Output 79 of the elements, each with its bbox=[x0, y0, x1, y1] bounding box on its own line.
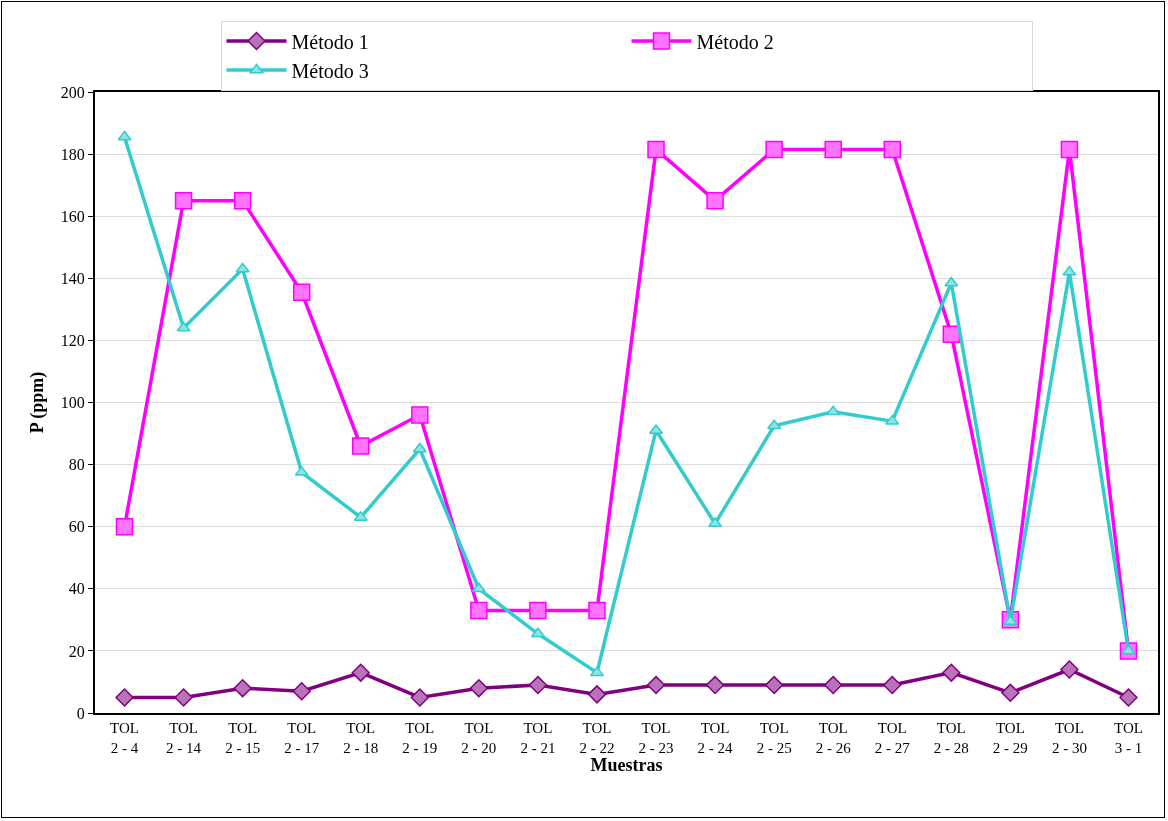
y-tick-label: 120 bbox=[60, 332, 85, 349]
y-tick-label: 80 bbox=[68, 456, 85, 474]
point bbox=[1060, 660, 1079, 679]
point bbox=[764, 675, 784, 695]
y-tick-label: 140 bbox=[60, 269, 85, 287]
legend-label: Método 2 bbox=[696, 30, 774, 53]
point bbox=[706, 191, 724, 210]
x-axis-title: Muestras bbox=[590, 755, 663, 776]
point bbox=[1119, 688, 1138, 707]
point bbox=[647, 140, 665, 159]
x-tick-label: TOL 2 - 30 bbox=[1051, 720, 1087, 756]
point bbox=[352, 437, 370, 455]
point bbox=[885, 414, 900, 425]
legend-label: Método 3 bbox=[291, 59, 369, 82]
x-tick-label: TOL 3 - 1 bbox=[1114, 720, 1143, 756]
point bbox=[587, 685, 607, 704]
point bbox=[767, 419, 782, 430]
point bbox=[233, 678, 252, 698]
point bbox=[471, 582, 486, 593]
point bbox=[233, 191, 252, 210]
point bbox=[1060, 140, 1079, 159]
point bbox=[292, 283, 311, 302]
point bbox=[470, 601, 488, 620]
point bbox=[351, 663, 370, 682]
y-tick-label: 180 bbox=[60, 145, 85, 163]
x-tick-label: TOL 2 - 19 bbox=[402, 720, 438, 756]
point bbox=[176, 321, 191, 332]
point bbox=[826, 405, 841, 416]
point bbox=[117, 130, 132, 141]
point bbox=[469, 678, 489, 698]
x-tick-label: TOL 2 - 29 bbox=[992, 720, 1028, 756]
x-tick-label: TOL 2 - 25 bbox=[756, 720, 792, 756]
point bbox=[410, 688, 430, 707]
point bbox=[1062, 265, 1077, 276]
point bbox=[944, 276, 959, 287]
point bbox=[705, 675, 725, 695]
point bbox=[646, 675, 666, 695]
point bbox=[942, 325, 961, 343]
y-tick-label: 0 bbox=[76, 704, 85, 722]
point bbox=[174, 191, 193, 210]
point bbox=[411, 406, 429, 424]
x-tick-label: TOL 2 - 23 bbox=[638, 720, 674, 756]
point bbox=[115, 688, 134, 707]
y-tick-label: 20 bbox=[68, 642, 85, 660]
x-tick-label: TOL 2 - 14 bbox=[166, 720, 202, 756]
y-axis-title: P (ppm) bbox=[27, 371, 49, 434]
point bbox=[529, 601, 547, 620]
point bbox=[824, 140, 842, 159]
point bbox=[765, 140, 783, 159]
point bbox=[115, 517, 134, 536]
y-tick-label: 40 bbox=[68, 580, 85, 598]
x-tick-label: TOL 2 - 21 bbox=[520, 720, 556, 756]
point bbox=[883, 675, 902, 695]
point bbox=[823, 675, 843, 695]
legend-label: Método 1 bbox=[291, 30, 369, 53]
x-tick-label: TOL 2 - 28 bbox=[933, 720, 969, 756]
point bbox=[883, 140, 901, 159]
point bbox=[942, 663, 961, 682]
point bbox=[1121, 644, 1136, 655]
x-tick-label: TOL 2 - 15 bbox=[225, 720, 261, 756]
y-tick-label: 160 bbox=[60, 207, 85, 225]
point bbox=[1001, 683, 1020, 703]
x-tick-label: TOL 2 - 22 bbox=[579, 720, 615, 756]
x-tick-label: TOL 2 - 20 bbox=[461, 720, 497, 756]
y-tick-label: 100 bbox=[60, 394, 85, 412]
x-tick-label: TOL 2 - 18 bbox=[343, 720, 379, 756]
y-tick-label: 60 bbox=[68, 518, 85, 536]
x-tick-label: TOL 2 - 26 bbox=[815, 720, 852, 756]
point bbox=[588, 601, 606, 620]
x-tick-label: TOL 2 - 27 bbox=[874, 720, 911, 756]
point bbox=[528, 675, 548, 695]
point bbox=[292, 682, 311, 701]
point bbox=[235, 262, 250, 273]
x-tick-label: TOL 2 - 24 bbox=[697, 720, 734, 756]
point bbox=[412, 442, 427, 453]
y-tick-label: 200 bbox=[60, 83, 85, 101]
x-tick-label: TOL 2 - 4 bbox=[110, 720, 139, 756]
x-tick-label: TOL 2 - 17 bbox=[284, 720, 320, 756]
point bbox=[174, 688, 193, 707]
